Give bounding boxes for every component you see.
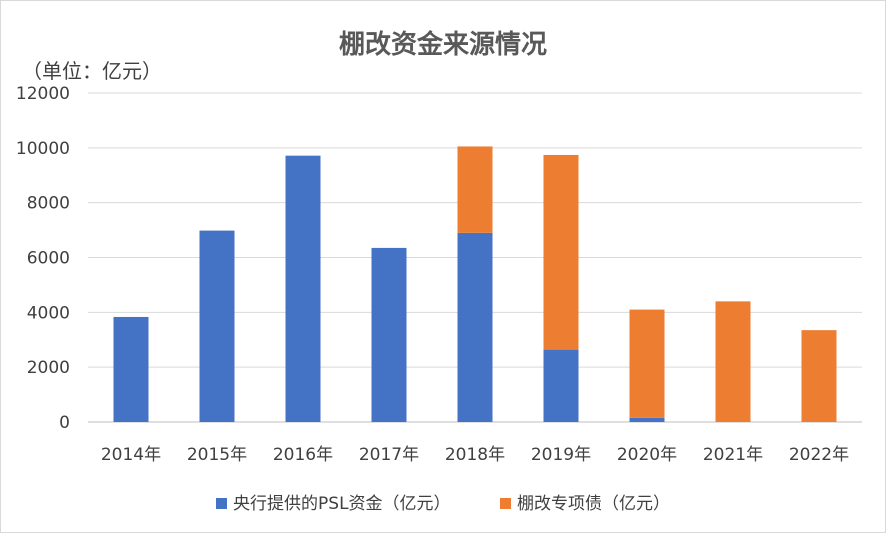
bar-psl-0: [113, 316, 149, 422]
x-tick-label: 2016年: [273, 445, 333, 465]
bar-psl-6: [629, 417, 665, 422]
legend-item-special-bond: 棚改专项债（亿元）: [499, 489, 670, 514]
y-tick-label: 12000: [16, 84, 70, 104]
unit-label: （单位：亿元）: [22, 59, 162, 83]
bar-special-bond-6: [629, 309, 665, 418]
x-tick-label: 2018年: [445, 445, 505, 465]
y-tick-label: 6000: [27, 249, 70, 269]
chart-title: 棚改资金来源情况: [338, 30, 547, 60]
legend-label-special-bond: 棚改专项债（亿元）: [516, 494, 670, 514]
bar-psl-5: [543, 349, 579, 422]
bar-special-bond-8: [801, 330, 837, 422]
bar-psl-1: [199, 230, 235, 422]
y-tick-label: 4000: [27, 303, 70, 323]
x-tick-label: 2021年: [703, 445, 763, 465]
legend-item-psl: 央行提供的PSL资金（亿元）: [216, 489, 451, 514]
bar-psl-2: [285, 155, 321, 422]
x-tick-label: 2015年: [187, 445, 247, 465]
bar-special-bond-7: [715, 301, 751, 422]
x-tick-label: 2014年: [101, 445, 161, 465]
legend: 央行提供的PSL资金（亿元） 棚改专项债（亿元）: [0, 489, 886, 514]
y-tick-label: 10000: [16, 139, 70, 159]
bar-special-bond-4: [457, 146, 493, 233]
x-tick-label: 2017年: [359, 445, 419, 465]
x-tick-label: 2020年: [617, 445, 677, 465]
bar-psl-4: [457, 232, 493, 422]
legend-swatch-psl: [216, 498, 228, 509]
bar-special-bond-5: [543, 154, 579, 350]
bar-psl-3: [371, 247, 407, 422]
y-tick-label: 8000: [27, 194, 70, 214]
x-tick-label: 2022年: [789, 445, 849, 465]
x-tick-label: 2019年: [531, 445, 591, 465]
legend-swatch-special-bond: [499, 498, 511, 509]
legend-label-psl: 央行提供的PSL资金（亿元）: [233, 494, 451, 514]
y-tick-label: 0: [59, 413, 70, 433]
y-tick-label: 2000: [27, 358, 70, 378]
